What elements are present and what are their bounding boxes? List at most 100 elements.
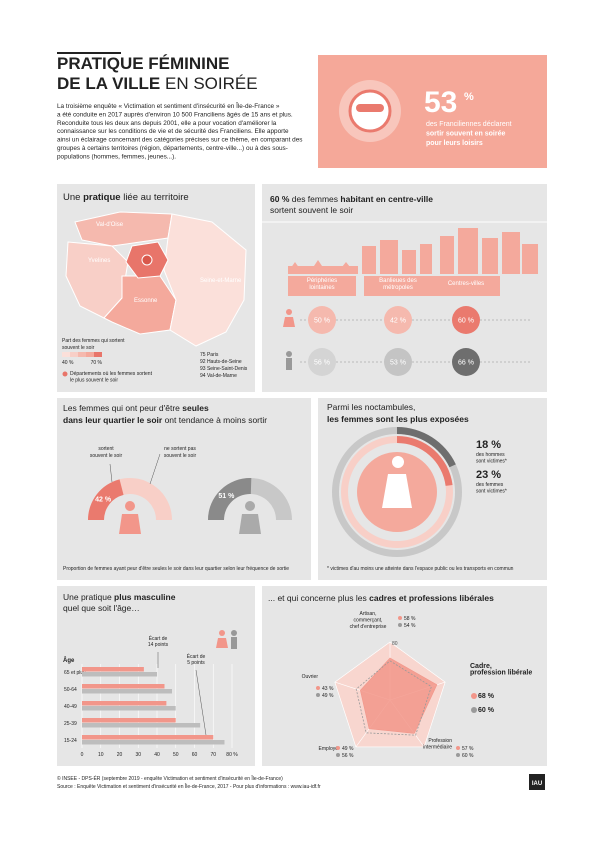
gauge-label: 42 % [95,497,112,504]
title-part: Une pratique [63,592,114,602]
title: Une pratique plus masculine [63,592,176,602]
column-label: Banlieues des [379,278,417,284]
title-part: 60 % [270,194,290,204]
walker-figure [382,456,412,508]
gauge-caption: souvent le soir [164,453,197,459]
value-label: 60 % [478,707,495,714]
donut-value [397,427,456,468]
y-tick-label: 65 et plus [64,670,86,676]
intro-line: populations (hommes, femmes, jeunes...). [57,153,176,160]
value-label: 54 % [404,623,416,629]
rate-label: 42 % [390,318,406,325]
intro-line: ainsi un éclairage concernant des catégo… [57,137,302,144]
title: quel que soit l'âge… [63,603,140,613]
x-tick-label: 0 [81,752,84,758]
value-label: 56 % [342,753,354,759]
title: les femmes sont les plus exposées [327,414,469,424]
title-part: ont tendance à moins sortir [162,415,267,425]
department-label: Seine-et-Marne [200,278,242,284]
value-label: 49 % [322,693,334,699]
annotation: Écart de [187,653,206,660]
legend-max: 70 % [91,360,103,366]
value-dot [316,693,320,697]
bar [82,667,144,672]
note: * victimes d'au moins une atteinte dans … [327,566,514,572]
title-part: des femmes [289,194,340,204]
intro-line: groupes à certains territoires (région, … [57,145,288,152]
title: 60 % des femmes habitant en centre-ville [270,194,433,204]
x-tick-label: 60 [192,752,198,758]
x-tick-label: 40 [154,752,160,758]
rate-circle [308,306,336,334]
y-tick-label: 25-39 [64,721,77,727]
value-label: 57 % [462,746,474,752]
axis-label: Âge [63,657,75,664]
legend-swatch [70,352,78,357]
intro-line: Reconduite tous les deux ans depuis 2001… [57,120,277,127]
map-val-d-oise [74,211,173,247]
intro-line: connaissance sur les conditions de vie e… [57,128,289,135]
x-tick-label: 80 % [226,752,238,758]
category-label: commerçant, [354,618,383,624]
value-dot [456,753,460,757]
column-header [432,276,500,296]
y-tick-label: 15-24 [64,738,77,744]
man-icon [286,351,292,370]
leader [109,463,113,483]
category-label: Ouvrier [302,674,319,680]
legend-min: 40 % [62,360,74,366]
legend-swatch [86,352,94,357]
title-rule [57,52,121,54]
woman-icon [216,630,228,648]
gauge-caption: sortent [98,446,114,452]
title: DE LA VILLE EN SOIRÉE [57,74,258,93]
value-dot [456,746,460,750]
highlight-text: pour leurs loisirs [426,140,483,147]
title: dans leur quartier le soir ont tendance … [63,415,267,425]
value-dot [471,707,477,713]
woman-figure [119,501,141,534]
rate-label: 60 % [458,318,474,325]
title-part: pratique [83,192,120,203]
title-part: Parmi les noctambules, [327,402,415,412]
x-tick-label: 10 [98,752,104,758]
annotation: 14 points [148,642,169,648]
value-dot [336,746,340,750]
value-label: 60 % [462,753,474,759]
value-label: 58 % [404,616,416,622]
title-part: habitant en centre-ville [340,194,433,204]
victim-rate: 18 % [476,439,501,451]
value-dot [398,623,402,627]
gauge-caption: ne sortent pas [164,446,196,452]
category-label: intermédiaire [423,745,452,751]
highlight-icon-mask [356,104,384,112]
title-part: plus masculine [114,592,176,602]
man-icon [231,630,237,649]
gauge-value [88,479,124,520]
rate-label: 66 % [458,360,474,367]
x-tick-label: 50 [173,752,179,758]
petite-couronne-label: 94 Val-de-Marne [200,373,237,379]
title: Les femmes qui ont peur d'être seules [63,403,209,413]
bar [82,672,157,677]
logo-box [529,774,545,790]
rate-circle [384,306,412,334]
x-tick-label: 30 [135,752,141,758]
note: Proportion de femmes ayant peur d'être s… [63,566,289,572]
value-label: 68 % [478,693,495,700]
legend-title: Part des femmes qui sortent [62,338,125,344]
x-tick-label: 20 [117,752,123,758]
rate-label: 50 % [314,318,330,325]
title-part: sortent souvent le soir [270,205,353,215]
bar [82,706,176,711]
legend-note: le plus souvent le soir [70,378,118,384]
category-label: chef d'entreprise [350,624,387,630]
category-label: profession libérale [470,670,532,677]
intro-line: La troisième enquête « Victimation et se… [57,101,280,110]
bar [82,740,225,745]
title-part: DE LA VILLE [57,74,160,93]
column-label: lointaines [309,285,334,291]
rate-circle [452,348,480,376]
legend-swatch [94,352,102,357]
